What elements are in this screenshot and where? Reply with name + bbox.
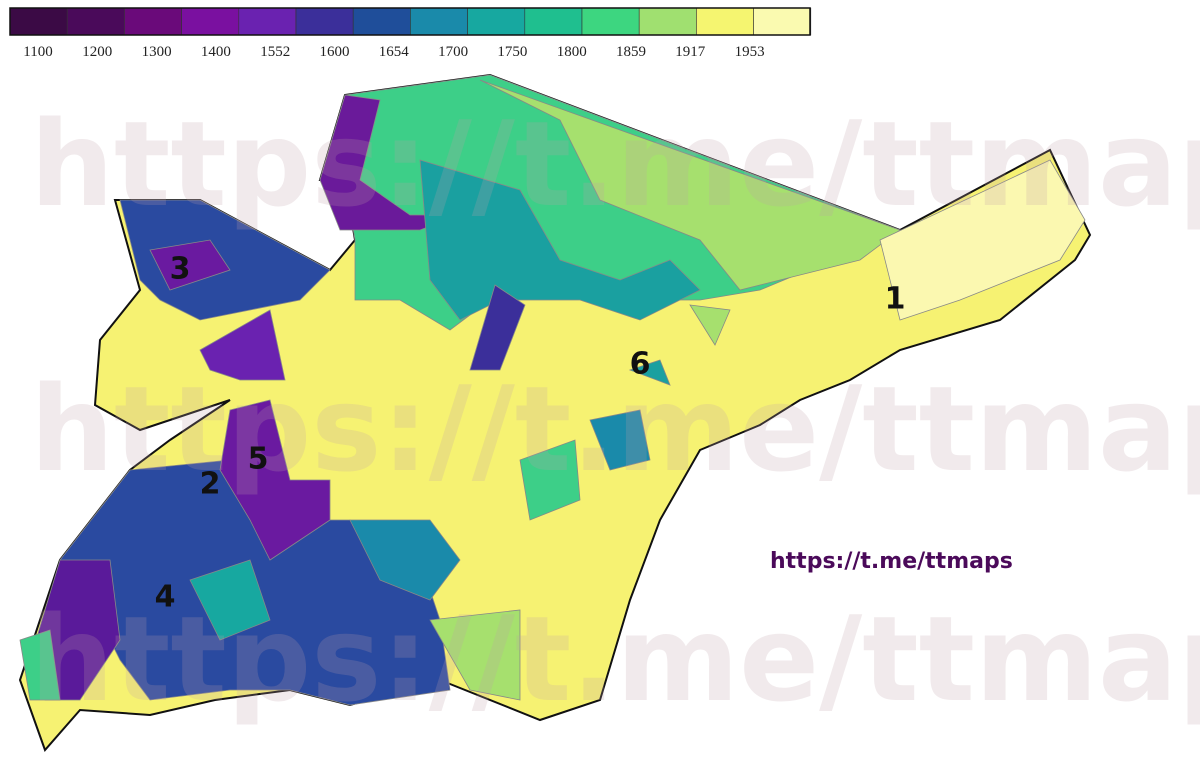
region (469, 284, 526, 371)
region (119, 199, 331, 321)
watermarks: https://t.me/ttmaps https://t.me/ttmaps ht… (30, 95, 1200, 728)
legend-swatch (524, 7, 583, 36)
legend-label: 1750 (497, 44, 527, 60)
legend-swatch (352, 7, 411, 36)
legend-label: 1300 (142, 44, 172, 60)
link-text: https://t.me/ttmaps (770, 549, 1013, 574)
region (19, 629, 61, 701)
legend-swatch (753, 7, 812, 36)
legend-label: 1100 (23, 44, 52, 60)
legend-swatch (181, 7, 240, 36)
region (219, 399, 331, 561)
legend-label: 1654 (379, 44, 410, 60)
region (628, 359, 671, 386)
legend-label: 1859 (616, 44, 646, 60)
legend-label: 1400 (201, 44, 231, 60)
legend-swatch (638, 7, 697, 36)
region (199, 309, 286, 381)
area-label: 2 (200, 467, 221, 502)
area-label: 6 (630, 347, 651, 382)
legend-label: 1200 (82, 44, 112, 60)
legend-swatch (467, 7, 526, 36)
legend-swatch (581, 7, 640, 36)
legend-label: 1552 (260, 44, 290, 60)
region (429, 609, 521, 701)
legend-swatch (696, 7, 754, 36)
region (879, 159, 1086, 321)
region (519, 439, 581, 521)
legend-label: 1800 (557, 44, 587, 60)
legend-label: 1700 (438, 44, 468, 60)
region (589, 409, 651, 471)
legend-swatch (9, 7, 68, 36)
watermark: https://t.me/ttmaps (30, 95, 1200, 233)
area-label: 4 (155, 580, 176, 615)
watermark: https://t.me/ttmaps (30, 590, 1200, 728)
watermark: https://t.me/ttmaps (30, 360, 1200, 498)
region (189, 559, 271, 641)
legend-swatch (410, 7, 468, 36)
legend-swatch (66, 7, 125, 36)
legend-frame (9, 7, 811, 36)
legend-swatch (238, 7, 297, 36)
region (419, 159, 701, 321)
legend-swatch (295, 7, 354, 36)
region (349, 519, 461, 601)
map (18, 73, 1092, 752)
legend-label: 1600 (320, 44, 350, 60)
area-label: 1 (885, 282, 906, 317)
area-label: 5 (248, 442, 269, 477)
area-label: 3 (170, 252, 191, 287)
legend-label: 1917 (675, 44, 706, 60)
legend: 1100 1200 1300 1400 1552 1600 1654 1700 1750 1800… (9, 7, 812, 60)
region (149, 239, 231, 291)
region (689, 304, 731, 346)
map-labels: 1 2 3 4 5 6 (155, 252, 906, 615)
legend-swatch (124, 7, 182, 36)
legend-label: 1953 (735, 44, 765, 60)
